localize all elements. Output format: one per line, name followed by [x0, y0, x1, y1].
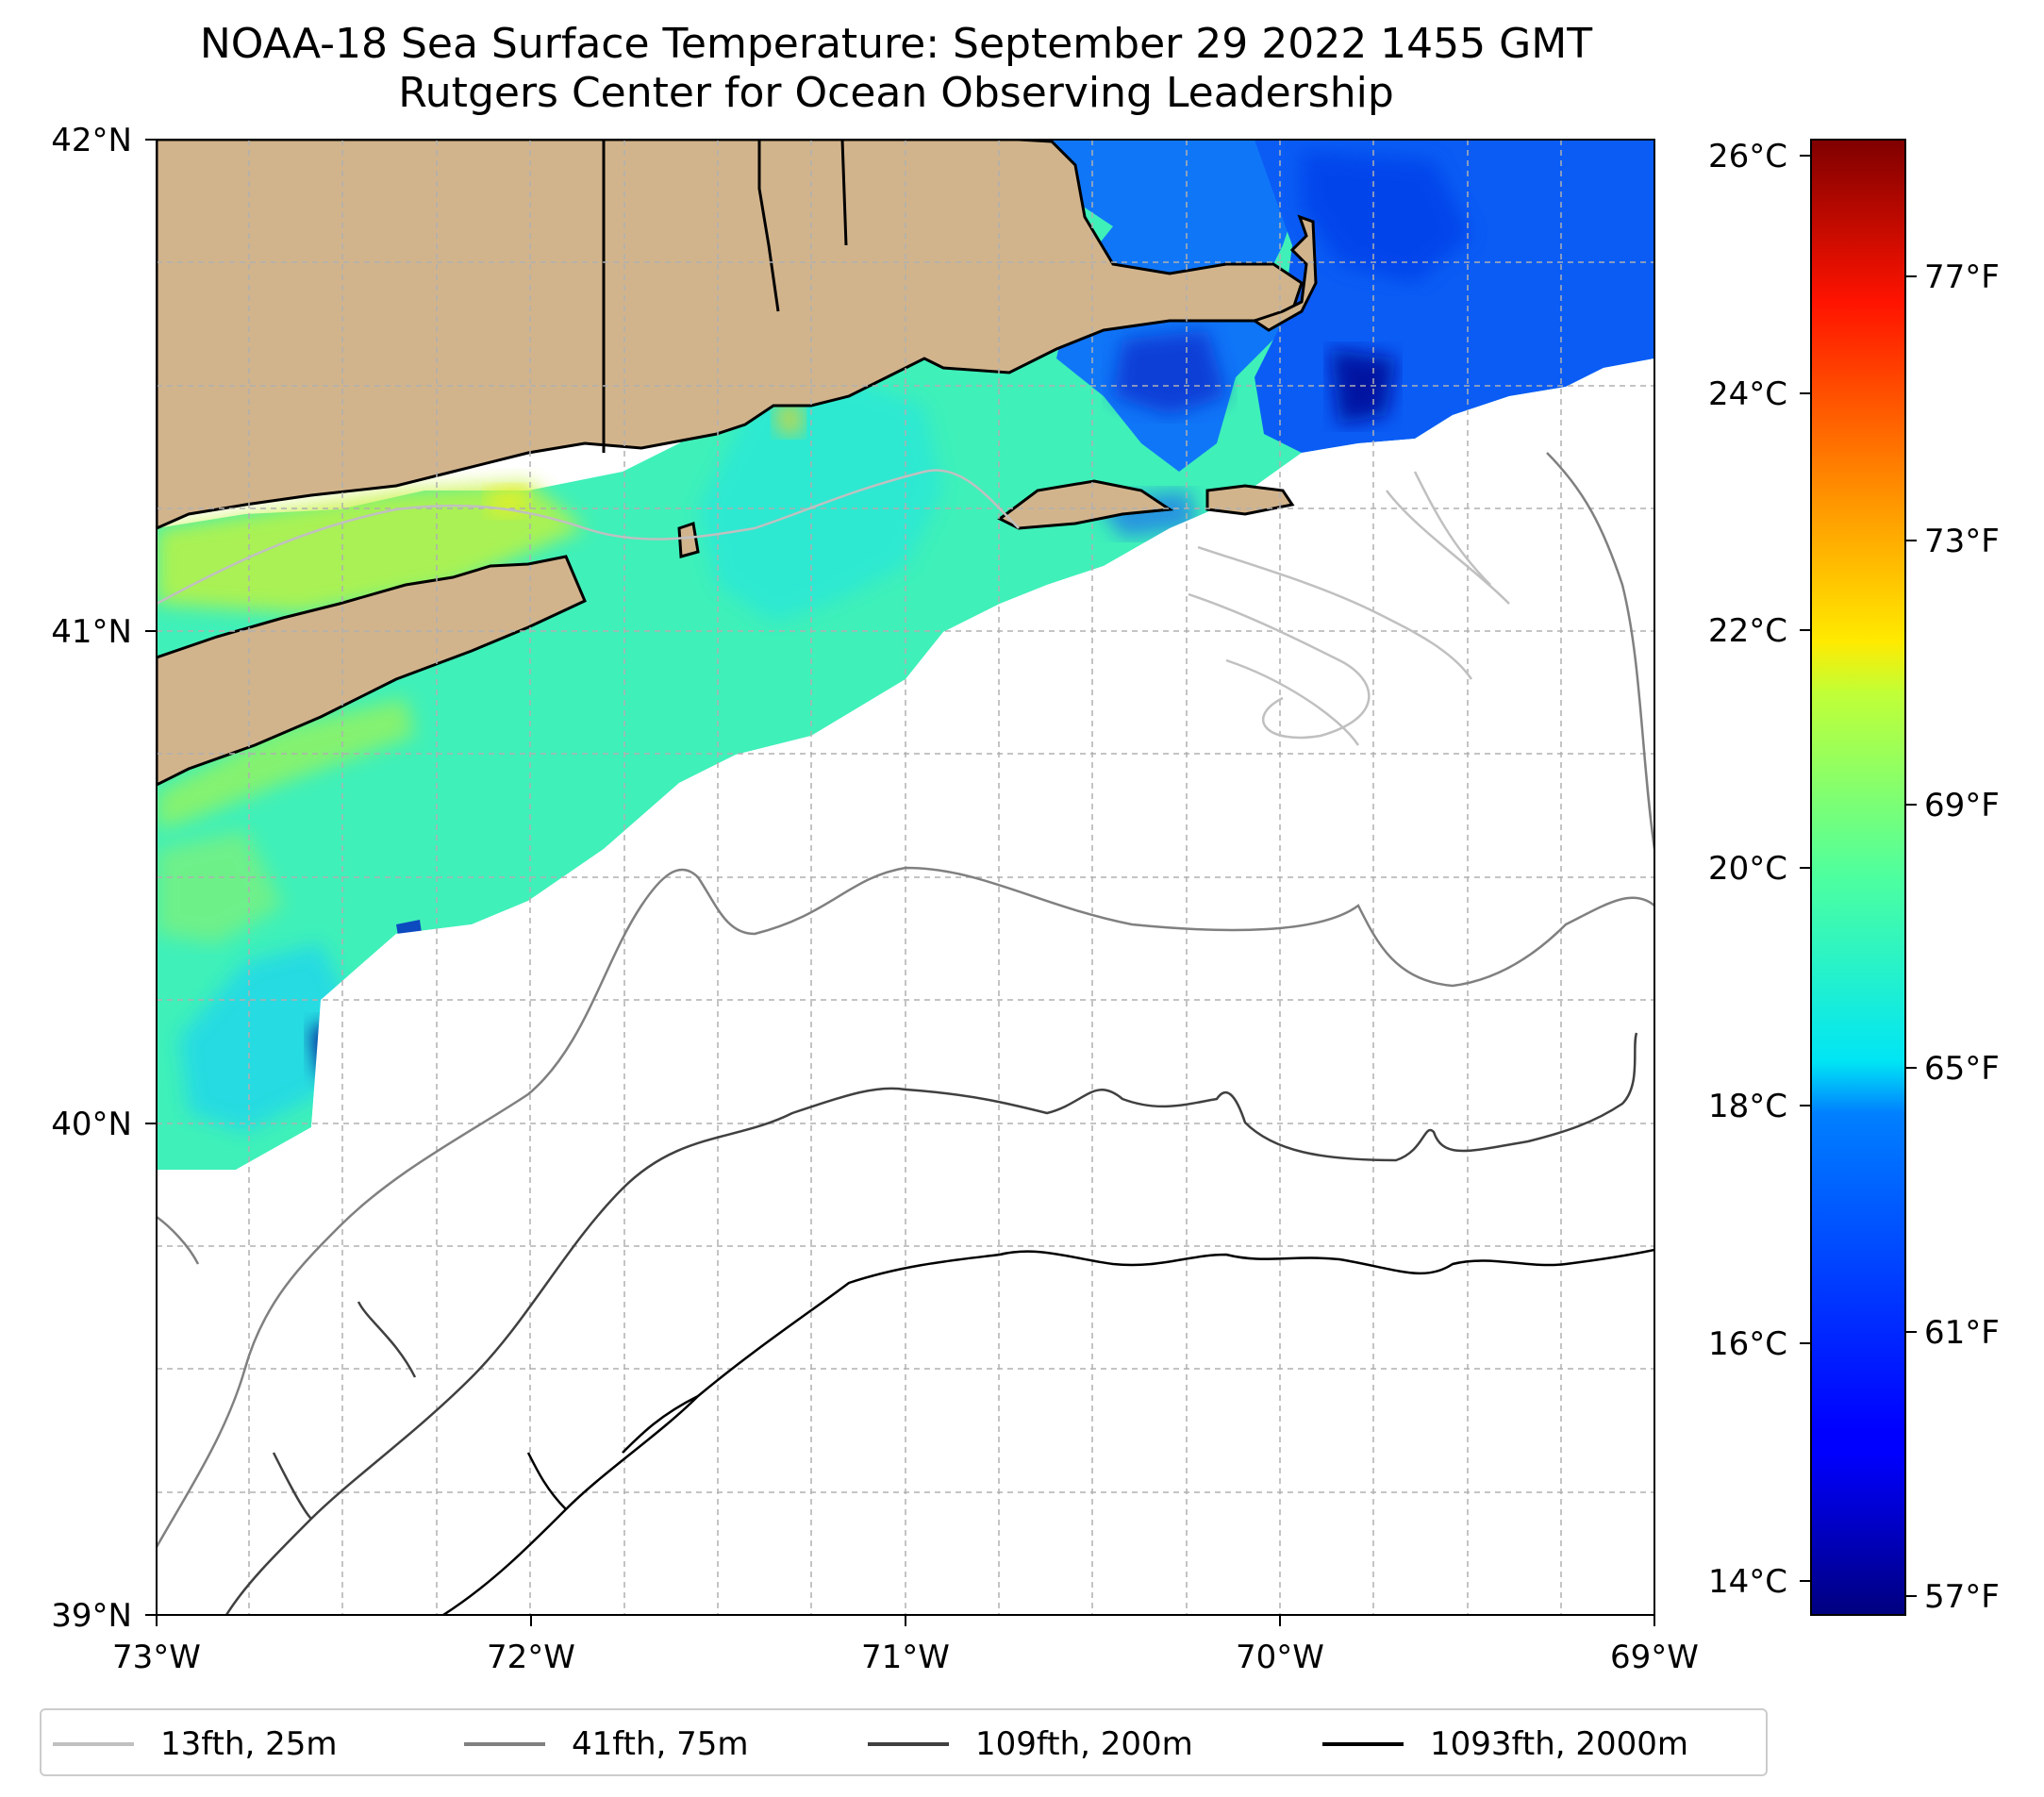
- celsius-tick-label: 16°C: [1708, 1325, 1787, 1363]
- contour-legend: 13fth, 25m 41fth, 75m 109fth, 200m 1093f…: [40, 1708, 1768, 1776]
- sst-data-field: [157, 140, 1654, 1170]
- legend-line-icon: [868, 1742, 949, 1746]
- legend-label: 109fth, 200m: [975, 1725, 1193, 1763]
- x-tick-label: 72°W: [487, 1639, 575, 1676]
- celsius-tick-label: 26°C: [1708, 138, 1787, 175]
- y-axis-labels: 42°N 41°N 40°N 39°N: [51, 122, 132, 1635]
- chart-title-line2: Rutgers Center for Ocean Observing Leade…: [398, 69, 1394, 117]
- x-tick-label: 73°W: [112, 1639, 201, 1676]
- contour-25m: [157, 469, 1510, 746]
- celsius-tick-label: 18°C: [1708, 1088, 1787, 1125]
- fahrenheit-tick-label: 61°F: [1924, 1314, 2000, 1352]
- fahrenheit-tick-label: 57°F: [1924, 1578, 2000, 1616]
- colorbar-fahrenheit-labels: 77°F 73°F 69°F 65°F 61°F 57°F: [1924, 258, 2000, 1616]
- block-island: [677, 522, 700, 558]
- legend-label: 41fth, 75m: [572, 1725, 749, 1763]
- legend-line-icon: [464, 1742, 545, 1746]
- legend-label: 1093fth, 2000m: [1430, 1725, 1689, 1763]
- legend-item-200m: 109fth, 200m: [868, 1723, 1193, 1765]
- celsius-tick-label: 14°C: [1708, 1563, 1787, 1601]
- land: [157, 140, 1318, 787]
- fahrenheit-tick-label: 77°F: [1924, 258, 2000, 296]
- y-tick-label: 39°N: [51, 1597, 132, 1635]
- contour-75m: [157, 452, 1654, 1548]
- legend-item-2000m: 1093fth, 2000m: [1322, 1723, 1688, 1765]
- colorbar-fahrenheit-ticks: [1905, 275, 1917, 1597]
- y-tick-label: 42°N: [51, 122, 132, 159]
- gridlines: [157, 140, 1654, 1615]
- y-tick-label: 41°N: [51, 613, 132, 651]
- state-boundaries: [602, 140, 848, 453]
- legend-label: 13fth, 25m: [160, 1725, 338, 1763]
- chart-title-line1: NOAA-18 Sea Surface Temperature: Septemb…: [199, 20, 1593, 68]
- celsius-tick-label: 22°C: [1708, 612, 1787, 650]
- legend-line-icon: [1322, 1742, 1404, 1746]
- x-tick-label: 71°W: [861, 1639, 950, 1676]
- colorbar-celsius-labels: 26°C 24°C 22°C 20°C 18°C 16°C 14°C: [1708, 138, 1787, 1601]
- legend-line-icon: [53, 1742, 134, 1746]
- fahrenheit-tick-label: 69°F: [1924, 787, 2000, 824]
- celsius-tick-label: 20°C: [1708, 850, 1787, 888]
- x-tick-label: 69°W: [1610, 1639, 1699, 1676]
- x-tick-label: 70°W: [1236, 1639, 1324, 1676]
- fahrenheit-tick-label: 73°F: [1924, 523, 2000, 560]
- colorbar: [1810, 139, 1906, 1616]
- fahrenheit-tick-label: 65°F: [1924, 1050, 2000, 1088]
- contour-200m: [224, 1032, 1638, 1615]
- legend-item-75m: 41fth, 75m: [464, 1723, 749, 1765]
- y-tick-label: 40°N: [51, 1106, 132, 1143]
- bathymetry-contours: [157, 452, 1654, 1615]
- colorbar-celsius-ticks: [1800, 155, 1811, 1582]
- contour-2000m: [442, 1248, 1654, 1615]
- celsius-tick-label: 24°C: [1708, 375, 1787, 413]
- axis-ticks: [145, 139, 1655, 1626]
- legend-item-25m: 13fth, 25m: [53, 1723, 338, 1765]
- x-axis-labels: 73°W 72°W 71°W 70°W 69°W: [112, 1639, 1699, 1676]
